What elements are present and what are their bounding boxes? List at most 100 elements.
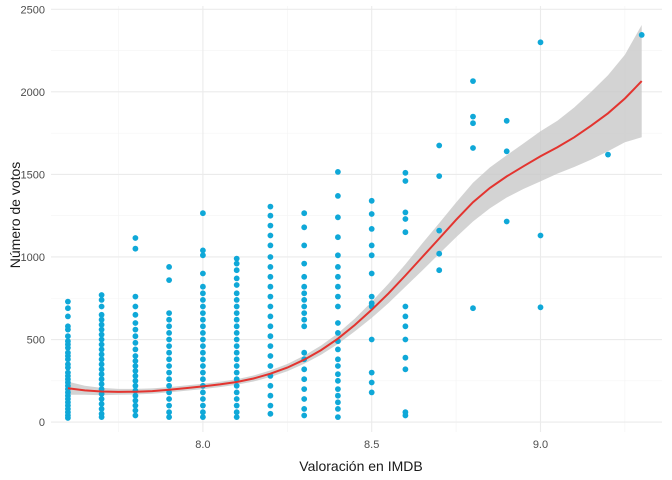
data-point: [132, 397, 139, 404]
data-point: [233, 414, 240, 420]
data-point: [98, 326, 105, 333]
data-point: [98, 361, 105, 368]
data-point: [233, 282, 240, 288]
data-point: [132, 326, 139, 333]
data-point: [233, 303, 240, 310]
data-point: [200, 336, 206, 343]
data-point: [470, 305, 476, 312]
data-point: [267, 410, 274, 417]
data-point: [233, 396, 240, 402]
data-point: [98, 321, 105, 328]
data-point: [436, 250, 443, 257]
y-axis-title: Número de votos: [7, 162, 23, 269]
data-point: [368, 379, 375, 386]
data-point: [98, 292, 105, 298]
x-axis-title: Valoración en IMDB: [299, 458, 422, 474]
data-point: [132, 245, 139, 252]
data-point: [335, 363, 341, 369]
data-point: [470, 120, 476, 127]
data-point: [537, 304, 544, 311]
data-point: [200, 247, 206, 254]
x-tick-label: 8.0: [195, 439, 210, 451]
data-point: [166, 336, 173, 343]
data-point: [65, 333, 71, 340]
data-point: [132, 373, 139, 379]
data-point: [267, 353, 274, 359]
data-point: [335, 377, 341, 384]
data-point: [65, 356, 71, 363]
data-point: [335, 371, 341, 378]
data-point: [233, 290, 240, 297]
data-point: [301, 323, 308, 330]
data-point: [132, 346, 139, 353]
data-point: [98, 381, 105, 387]
data-point: [200, 402, 206, 409]
data-point: [200, 316, 206, 323]
data-point: [335, 399, 341, 406]
data-point: [537, 232, 544, 239]
data-point: [402, 313, 409, 320]
data-point: [402, 178, 409, 184]
data-point: [301, 366, 308, 373]
data-point: [233, 349, 240, 356]
data-point: [166, 369, 173, 376]
data-point: [166, 323, 173, 330]
y-tick-label: 2500: [21, 4, 45, 16]
data-point: [200, 210, 206, 217]
data-point: [132, 311, 139, 318]
data-point: [267, 264, 274, 270]
y-tick-labels: 0 500 1000 1500 2000 2500: [21, 4, 45, 429]
data-point: [200, 363, 206, 369]
data-point: [267, 254, 274, 260]
data-point: [166, 349, 173, 356]
data-point: [301, 224, 308, 231]
data-point: [470, 145, 476, 151]
data-point: [402, 303, 409, 310]
data-point: [402, 354, 409, 361]
data-point: [368, 242, 375, 249]
data-point: [200, 323, 206, 330]
data-point: [98, 396, 105, 402]
data-point: [166, 277, 173, 283]
data-point: [65, 364, 71, 371]
data-point: [301, 297, 308, 303]
data-point: [200, 290, 206, 297]
y-tick-label: 2000: [21, 87, 45, 99]
data-point: [470, 78, 476, 84]
data-point: [166, 402, 173, 409]
data-point: [402, 366, 409, 373]
data-point: [98, 341, 105, 348]
data-point: [267, 392, 274, 399]
data-point: [267, 323, 274, 330]
data-point: [132, 382, 139, 389]
data-point: [267, 402, 274, 409]
data-point: [436, 267, 443, 274]
data-point: [335, 330, 341, 336]
data-point: [166, 414, 173, 420]
data-point: [368, 226, 375, 232]
x-tick-label: 8.5: [364, 439, 379, 451]
data-point: [335, 346, 341, 353]
data-point: [267, 343, 274, 349]
data-point: [335, 169, 341, 175]
data-point: [402, 323, 409, 330]
data-point: [301, 242, 308, 249]
data-point: [98, 311, 105, 318]
data-point: [267, 212, 274, 219]
data-point: [233, 356, 240, 363]
data-point: [301, 303, 308, 310]
data-point: [200, 270, 206, 277]
x-tick-label: 9.0: [533, 439, 548, 451]
data-point: [368, 293, 375, 300]
data-point: [267, 363, 274, 369]
data-point: [65, 313, 71, 320]
data-point: [233, 260, 240, 267]
data-point: [98, 346, 105, 353]
data-point: [335, 406, 341, 412]
data-point: [301, 386, 308, 392]
data-point: [98, 371, 105, 378]
data-point: [200, 310, 206, 316]
data-point: [335, 193, 341, 199]
data-point: [233, 330, 240, 336]
data-point: [335, 303, 341, 310]
